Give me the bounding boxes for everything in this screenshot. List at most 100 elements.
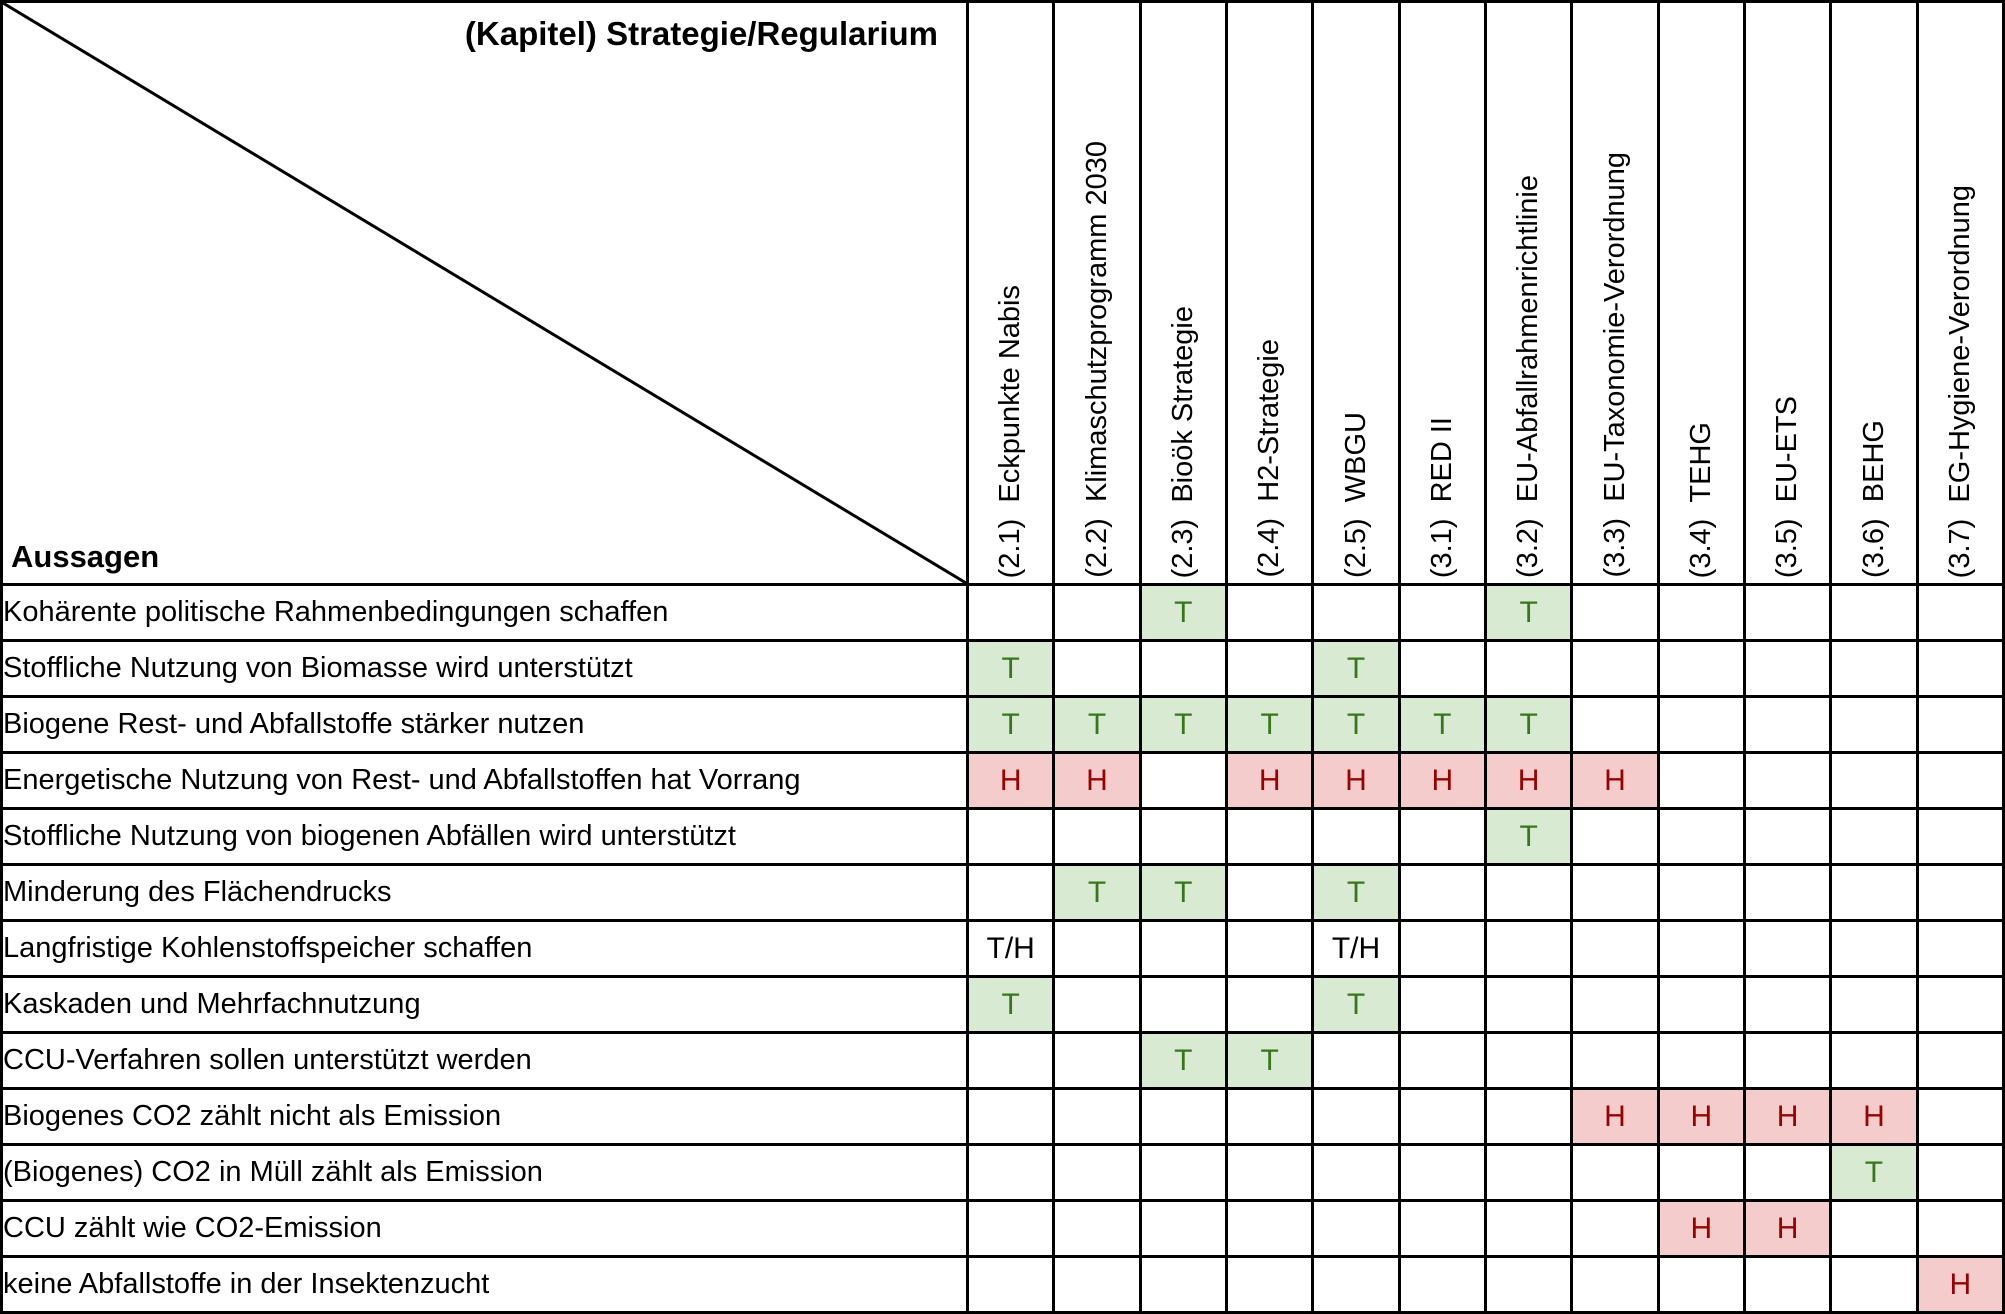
matrix-cell-r8-c9	[1656, 975, 1746, 1034]
matrix-cell-r10-c2	[1052, 1087, 1142, 1146]
matrix-cell-r12-c3	[1138, 1199, 1228, 1258]
matrix-cell-r9-c2	[1052, 1031, 1142, 1090]
matrix-cell-r1-c7: T	[1483, 583, 1574, 642]
matrix-cell-r10-c12	[1915, 1087, 2005, 1146]
column-axis-title: (Kapitel) Strategie/Regularium	[464, 15, 938, 52]
diagonal-divider	[3, 3, 966, 583]
column-header-label: (3.6) BEHG	[1857, 420, 1890, 578]
matrix-cell-r10-c4	[1224, 1087, 1315, 1146]
matrix-cell-r3-c12	[1915, 695, 2005, 754]
column-header-4: (2.4) H2-Strategie	[1224, 0, 1315, 586]
row-label: Biogenes CO2 zählt nicht als Emission	[0, 1087, 969, 1146]
matrix-cell-r5-c1	[965, 807, 1056, 866]
table-row: (Biogenes) CO2 in Müll zählt als Emissio…	[0, 1143, 2005, 1202]
matrix-cell-r2-c5: T	[1311, 639, 1401, 698]
matrix-cell-r13-c5	[1311, 1255, 1401, 1314]
matrix-cell-r1-c8	[1570, 583, 1660, 642]
table-row: Stoffliche Nutzung von biogenen Abfällen…	[0, 807, 2005, 866]
column-header-label: (2.2) Klimaschutzprogramm 2030	[1080, 141, 1113, 578]
row-label: Energetische Nutzung von Rest- und Abfal…	[0, 751, 969, 810]
matrix-cell-r9-c9	[1656, 1031, 1746, 1090]
matrix-cell-r7-c1: T/H	[965, 919, 1056, 978]
matrix-cell-r6-c11	[1829, 863, 1919, 922]
matrix-cell-r2-c3	[1138, 639, 1228, 698]
table-row: Energetische Nutzung von Rest- und Abfal…	[0, 751, 2005, 810]
matrix-cell-r11-c1	[965, 1143, 1056, 1202]
matrix-cell-r5-c10	[1742, 807, 1833, 866]
matrix-cell-r12-c9: H	[1656, 1199, 1746, 1258]
matrix-cell-r9-c10	[1742, 1031, 1833, 1090]
matrix-cell-r2-c6	[1397, 639, 1487, 698]
matrix-cell-r5-c6	[1397, 807, 1487, 866]
column-header-label: (3.2) EU-Abfallrahmenrichtlinie	[1512, 175, 1545, 578]
matrix-cell-r8-c7	[1483, 975, 1574, 1034]
matrix-cell-r3-c7: T	[1483, 695, 1574, 754]
matrix-cell-r8-c2	[1052, 975, 1142, 1034]
matrix-cell-r12-c10: H	[1742, 1199, 1833, 1258]
column-header-7: (3.2) EU-Abfallrahmenrichtlinie	[1483, 0, 1574, 586]
matrix-cell-r13-c2	[1052, 1255, 1142, 1314]
column-header-9: (3.4) TEHG	[1656, 0, 1746, 586]
matrix-cell-r4-c9	[1656, 751, 1746, 810]
matrix-cell-r2-c2	[1052, 639, 1142, 698]
matrix-cell-r4-c5: H	[1311, 751, 1401, 810]
row-label: keine Abfallstoffe in der Insektenzucht	[0, 1255, 969, 1314]
matrix-cell-r5-c3	[1138, 807, 1228, 866]
matrix-cell-r12-c12	[1915, 1199, 2005, 1258]
matrix-cell-r4-c3	[1138, 751, 1228, 810]
matrix-cell-r3-c1: T	[965, 695, 1056, 754]
matrix-cell-r1-c6	[1397, 583, 1487, 642]
column-header-6: (3.1) RED II	[1397, 0, 1487, 586]
matrix-cell-r5-c5	[1311, 807, 1401, 866]
matrix-cell-r8-c10	[1742, 975, 1833, 1034]
matrix-cell-r8-c4	[1224, 975, 1315, 1034]
matrix-cell-r7-c8	[1570, 919, 1660, 978]
column-header-10: (3.5) EU-ETS	[1742, 0, 1833, 586]
column-header-8: (3.3) EU-Taxonomie-Verordnung	[1570, 0, 1660, 586]
matrix-cell-r3-c4: T	[1224, 695, 1315, 754]
matrix-cell-r9-c12	[1915, 1031, 2005, 1090]
matrix-cell-r4-c11	[1829, 751, 1919, 810]
matrix-cell-r7-c10	[1742, 919, 1833, 978]
table-row: Kaskaden und Mehrfachnutzung T T	[0, 975, 2005, 1034]
table-row: Minderung des Flächendrucks T T T	[0, 863, 2005, 922]
matrix-cell-r2-c8	[1570, 639, 1660, 698]
row-label: Stoffliche Nutzung von biogenen Abfällen…	[0, 807, 969, 866]
matrix-cell-r10-c5	[1311, 1087, 1401, 1146]
matrix-cell-r9-c11	[1829, 1031, 1919, 1090]
matrix-cell-r11-c4	[1224, 1143, 1315, 1202]
matrix-cell-r3-c6: T	[1397, 695, 1487, 754]
matrix-cell-r1-c3: T	[1138, 583, 1228, 642]
matrix-cell-r4-c10	[1742, 751, 1833, 810]
matrix-cell-r11-c12	[1915, 1143, 2005, 1202]
matrix-cell-r13-c3	[1138, 1255, 1228, 1314]
row-label: Minderung des Flächendrucks	[0, 863, 969, 922]
matrix-cell-r13-c7	[1483, 1255, 1574, 1314]
matrix-cell-r7-c3	[1138, 919, 1228, 978]
matrix-cell-r9-c8	[1570, 1031, 1660, 1090]
matrix-cell-r4-c8: H	[1570, 751, 1660, 810]
matrix-cell-r10-c10: H	[1742, 1087, 1833, 1146]
matrix-cell-r2-c7	[1483, 639, 1574, 698]
column-header-label: (3.5) EU-ETS	[1771, 395, 1804, 578]
matrix-cell-r5-c9	[1656, 807, 1746, 866]
matrix-cell-r4-c4: H	[1224, 751, 1315, 810]
matrix-cell-r11-c8	[1570, 1143, 1660, 1202]
matrix-cell-r7-c9	[1656, 919, 1746, 978]
matrix-cell-r2-c4	[1224, 639, 1315, 698]
row-label: CCU-Verfahren sollen unterstützt werden	[0, 1031, 969, 1090]
matrix-cell-r1-c1	[965, 583, 1056, 642]
column-header-3: (2.3) Bioök Strategie	[1138, 0, 1228, 586]
column-header-1: (2.1) Eckpunkte Nabis	[965, 0, 1056, 586]
column-header-2: (2.2) Klimaschutzprogramm 2030	[1052, 0, 1142, 586]
matrix-cell-r7-c2	[1052, 919, 1142, 978]
matrix-cell-r4-c12	[1915, 751, 2005, 810]
matrix-cell-r2-c11	[1829, 639, 1919, 698]
matrix-cell-r12-c8	[1570, 1199, 1660, 1258]
matrix-cell-r9-c3: T	[1138, 1031, 1228, 1090]
matrix-cell-r2-c10	[1742, 639, 1833, 698]
column-header-label: (3.1) RED II	[1426, 416, 1459, 578]
matrix-cell-r8-c6	[1397, 975, 1487, 1034]
